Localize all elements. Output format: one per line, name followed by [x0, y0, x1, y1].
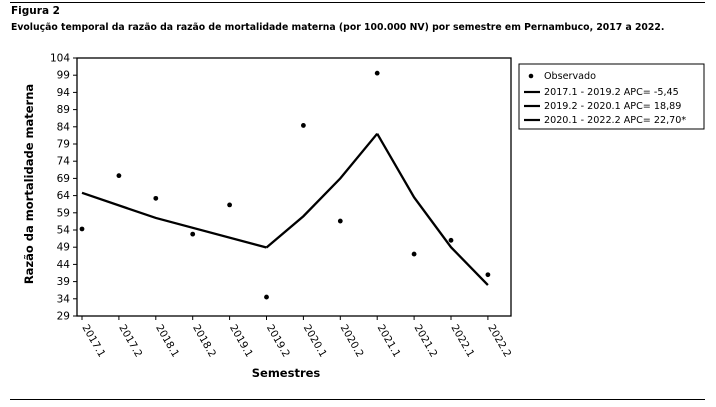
- x-tick-label-2022.2: 2022.2: [485, 323, 512, 359]
- trend-lines: [81, 132, 489, 286]
- y-axis: 29 34 39 44 49 54 59 64 69 74 79 84 89 94 99 104: [50, 53, 77, 323]
- observed-point-2021.1: [374, 70, 380, 76]
- plot-frame: [76, 57, 512, 317]
- bottom-rule: [10, 399, 705, 400]
- observed-point-2022.2: [485, 272, 491, 278]
- observed-point-2017.1: [79, 226, 85, 232]
- y-tick-label-69: 69: [57, 173, 70, 185]
- x-tick-label-2019.1: 2019.1: [227, 323, 254, 359]
- y-axis-label: Razão da mortalidade materna: [22, 84, 36, 284]
- y-tick-label-49: 49: [57, 242, 70, 254]
- observed-point-2018.2: [190, 231, 196, 237]
- x-tick-label-2018.1: 2018.1: [153, 323, 180, 359]
- observed-points: [79, 70, 491, 300]
- x-tick-label-2017.2: 2017.2: [116, 323, 143, 359]
- y-tick-label-29: 29: [57, 311, 70, 323]
- x-tick-label-2022.1: 2022.1: [448, 323, 475, 359]
- y-tick-label-34: 34: [57, 293, 71, 305]
- trend-line-segment-2: [265, 132, 379, 249]
- legend: Observado 2017.1 - 2019.2 APC= -5,45 201…: [518, 63, 705, 130]
- observed-point-2017.2: [116, 173, 122, 179]
- y-tick-label-39: 39: [57, 276, 70, 288]
- top-rule: [10, 2, 705, 3]
- observed-point-2018.1: [153, 195, 159, 201]
- observed-point-2020.2: [337, 218, 343, 224]
- y-tick-label-54: 54: [57, 225, 71, 237]
- trend-line-segment-3: [376, 133, 489, 286]
- observed-point-2021.2: [411, 251, 417, 257]
- y-tick-label-74: 74: [57, 156, 71, 168]
- legend-label-segment-1: 2017.1 - 2019.2 APC= -5,45: [544, 87, 679, 98]
- y-tick-label-79: 79: [57, 139, 70, 151]
- y-tick-label-99: 99: [57, 70, 70, 82]
- figure-caption: Evolução temporal da razão da razão de m…: [11, 22, 665, 33]
- observed-point-2022.1: [448, 237, 454, 243]
- x-tick-label-2021.2: 2021.2: [412, 323, 439, 359]
- observed-point-2019.1: [227, 202, 233, 208]
- x-tick-label-2017.1: 2017.1: [79, 323, 106, 359]
- y-tick-label-94: 94: [57, 87, 71, 99]
- y-tick-label-44: 44: [57, 259, 71, 271]
- legend-label-segment-2: 2019.2 - 2020.1 APC= 18,89: [544, 101, 681, 112]
- observed-point-2019.2: [264, 294, 269, 300]
- legend-label-observed: Observado: [544, 71, 596, 82]
- y-tick-label-59: 59: [57, 207, 70, 219]
- x-tick-label-2018.2: 2018.2: [190, 323, 217, 359]
- y-tick-label-64: 64: [57, 190, 71, 202]
- observed-point-2020.1: [301, 123, 306, 128]
- legend-box: [518, 63, 705, 130]
- x-tick-label-2021.1: 2021.1: [375, 323, 402, 359]
- legend-label-segment-3: 2020.1 - 2022.2 APC= 22,70*: [544, 115, 686, 126]
- x-tick-label-2020.1: 2020.1: [301, 323, 328, 359]
- x-tick-label-2020.2: 2020.2: [338, 323, 365, 359]
- y-tick-label-89: 89: [57, 104, 70, 116]
- x-tick-label-2019.2: 2019.2: [264, 323, 291, 359]
- figure-label: Figura 2: [11, 5, 60, 17]
- y-tick-label-104: 104: [50, 53, 70, 65]
- x-axis: 2017.1 2017.2 2018.1 2018.2 2019.1 2019.2 2020…: [79, 316, 513, 359]
- trend-line-segment-1: [81, 191, 267, 249]
- legend-marker-observed: [528, 73, 534, 79]
- x-axis-label: Semestres: [252, 366, 321, 380]
- y-tick-label-84: 84: [57, 121, 71, 133]
